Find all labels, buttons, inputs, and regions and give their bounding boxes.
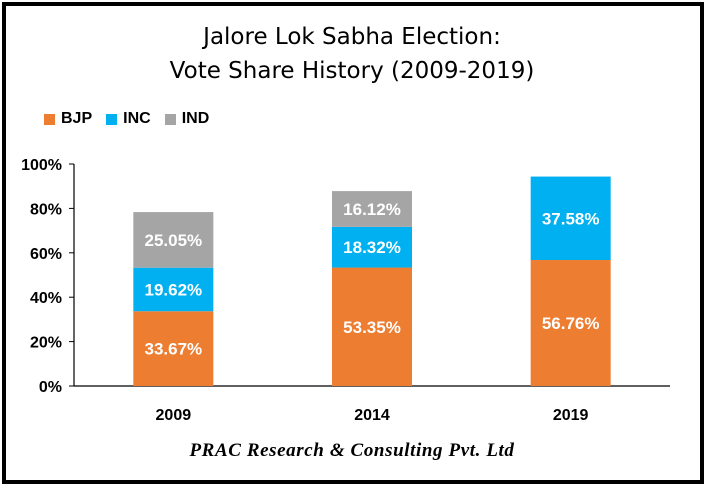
data-label-bjp-2019: 56.76% [542, 314, 600, 333]
bar-inc-2019 [530, 176, 611, 260]
y-tick-label: 100% [21, 157, 62, 174]
data-label-ind-2009: 25.05% [144, 231, 202, 250]
legend-label-inc: INC [123, 110, 151, 127]
y-tick-label: 80% [30, 201, 62, 218]
bar-inc-2009 [133, 267, 214, 312]
legend-swatch-bjp [44, 113, 55, 125]
legend-label-bjp: BJP [61, 110, 93, 127]
legend-swatch-ind [164, 113, 176, 125]
x-tick-label-2019: 2019 [553, 407, 589, 424]
chart-legend: BJP INC IND [44, 110, 209, 128]
data-label-inc-2014: 18.32% [343, 238, 401, 257]
data-label-inc-2019: 37.58% [542, 209, 600, 228]
y-tick-label: 60% [30, 246, 62, 263]
chart-title: Jalore Lok Sabha Election: Vote Share Hi… [0, 20, 704, 88]
bar-ind-2014 [332, 191, 412, 227]
legend-item-bjp: BJP [44, 110, 92, 128]
legend-item-ind: IND [164, 110, 210, 128]
bar-bjp-2014 [332, 267, 412, 386]
bar-bjp-2019 [530, 259, 611, 386]
data-label-inc-2009: 19.62% [144, 280, 202, 299]
chart-title-line-1: Jalore Lok Sabha Election: [203, 24, 501, 50]
data-label-bjp-2009: 33.67% [144, 340, 202, 359]
legend-label-ind: IND [181, 110, 210, 127]
legend-item-inc: INC [106, 110, 151, 128]
footer-credit: PRAC Research & Consulting Pvt. Ltd [189, 440, 515, 461]
bar-bjp-2009 [133, 311, 214, 386]
data-label-ind-2014: 16.12% [343, 200, 401, 219]
y-tick-label: 0% [39, 379, 62, 396]
chart-title-line-2: Vote Share History (2009-2019) [169, 58, 535, 84]
bar-inc-2014 [332, 226, 412, 268]
y-tick-label: 20% [30, 335, 62, 352]
legend-swatch-inc [106, 113, 118, 125]
y-tick-label: 40% [30, 290, 62, 307]
data-label-bjp-2014: 53.35% [343, 318, 401, 337]
x-tick-label-2009: 2009 [156, 407, 192, 424]
x-tick-label-2014: 2014 [354, 407, 390, 424]
bar-ind-2009 [133, 212, 214, 268]
